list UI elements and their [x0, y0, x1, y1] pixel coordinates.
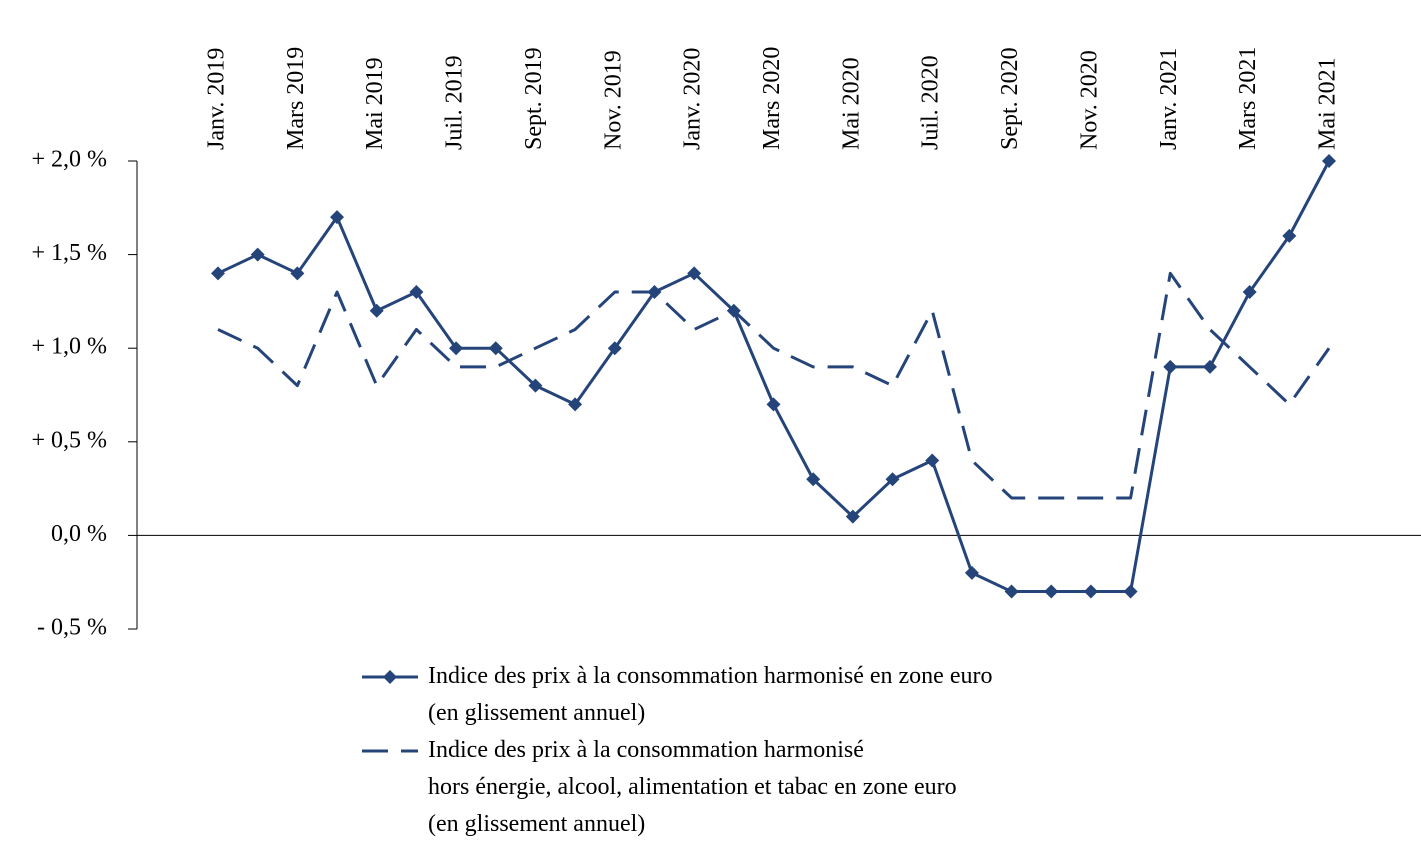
x-tick-label: Mars 2020 [759, 47, 785, 150]
data-point [568, 397, 583, 412]
y-tick-label: + 1,5 % [31, 240, 107, 266]
x-tick-label: Juil. 2019 [442, 55, 468, 150]
y-tick-label: + 1,0 % [31, 334, 107, 360]
data-point [369, 303, 384, 318]
data-point [1083, 584, 1098, 599]
x-tick-label: Sept. 2019 [521, 47, 547, 150]
data-point [330, 210, 345, 225]
data-point [687, 266, 702, 281]
series-line [217, 271, 1331, 500]
data-point [1242, 285, 1257, 300]
y-tick-label: 0,0 % [51, 521, 107, 547]
y-tick-label: - 0,5 % [37, 615, 107, 641]
x-tick-label: Janv. 2020 [680, 48, 706, 150]
data-point [845, 509, 860, 524]
data-point [607, 341, 622, 356]
data-point [528, 378, 543, 393]
x-tick-label: Juil. 2020 [918, 55, 944, 150]
x-tick-label: Janv. 2019 [204, 48, 230, 150]
data-point [1202, 359, 1217, 374]
data-point [766, 397, 781, 412]
x-tick-label: Nov. 2020 [1076, 50, 1102, 150]
x-tick-label: Nov. 2019 [600, 50, 626, 150]
data-point [1004, 584, 1019, 599]
x-tick-label: Mars 2019 [283, 47, 309, 150]
data-point [885, 472, 900, 487]
x-tick-label: Sept. 2020 [997, 47, 1023, 150]
data-point [1282, 228, 1297, 243]
data-point [409, 285, 424, 300]
data-point [211, 266, 225, 281]
x-tick-label: Janv. 2021 [1156, 48, 1182, 150]
data-point [488, 341, 503, 356]
data-point [1163, 359, 1178, 374]
y-tick-label: + 2,0 % [31, 147, 107, 173]
legend-marker [383, 670, 397, 684]
data-point [806, 472, 821, 487]
data-point [250, 247, 265, 262]
data-point [290, 266, 305, 281]
data-point [925, 453, 940, 468]
y-tick-label: + 0,5 % [31, 427, 107, 453]
x-tick-label: Mai 2020 [838, 57, 864, 150]
data-point [1044, 584, 1059, 599]
data-point [1322, 154, 1336, 168]
legend-label: Indice des prix à la consommation harmon… [428, 663, 993, 726]
data-point [1123, 584, 1138, 599]
data-point [964, 565, 979, 580]
x-tick-label: Mai 2019 [362, 57, 388, 150]
x-tick-label: Mars 2021 [1235, 47, 1261, 150]
legend-label: Indice des prix à la consommation harmon… [428, 737, 957, 837]
x-tick-label: Mai 2021 [1315, 57, 1341, 150]
data-point [449, 341, 464, 356]
